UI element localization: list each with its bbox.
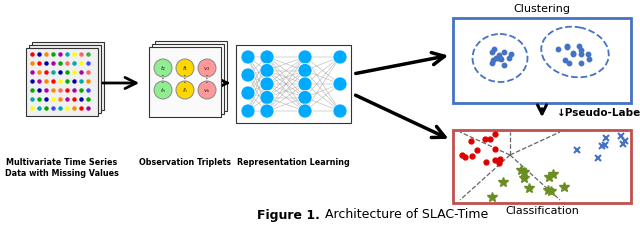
Circle shape [198,81,216,99]
Circle shape [298,64,312,77]
Text: tₙ: tₙ [161,88,166,92]
Circle shape [260,77,274,91]
Circle shape [154,81,172,99]
Text: Classification: Classification [505,206,579,216]
Circle shape [260,64,274,77]
Text: Multivariate Time Series
Data with Missing Values: Multivariate Time Series Data with Missi… [5,158,119,178]
Circle shape [154,59,172,77]
Circle shape [198,59,216,77]
Text: ⋮: ⋮ [202,74,212,84]
Circle shape [260,50,274,64]
Bar [236,45,351,123]
Bar [26,48,98,116]
Text: ⋮: ⋮ [180,74,190,84]
Bar [155,41,227,111]
Text: vₙ: vₙ [204,88,210,92]
Bar [29,45,101,113]
Circle shape [260,91,274,104]
Bar [453,130,631,203]
Bar [453,18,631,103]
Circle shape [176,81,194,99]
Circle shape [241,50,255,64]
Bar [32,42,104,110]
Circle shape [241,68,255,82]
Circle shape [241,86,255,100]
Circle shape [176,59,194,77]
Text: Observation Triplets: Observation Triplets [139,158,231,167]
Text: ↓Pseudo-Labels: ↓Pseudo-Labels [557,108,640,118]
Text: Architecture of SLAC-Time: Architecture of SLAC-Time [321,209,488,222]
Text: t₁: t₁ [161,66,166,70]
Circle shape [298,50,312,64]
Circle shape [333,77,347,91]
Text: v₁: v₁ [204,66,210,70]
Text: Representation Learning: Representation Learning [237,158,349,167]
Circle shape [298,77,312,91]
Circle shape [298,104,312,118]
Circle shape [260,104,274,118]
Circle shape [333,104,347,118]
Bar [152,44,224,114]
Bar [149,47,221,117]
Circle shape [241,104,255,118]
Circle shape [333,50,347,64]
Text: ⋮: ⋮ [158,74,168,84]
Text: Figure 1.: Figure 1. [257,209,320,222]
Text: Clustering: Clustering [513,4,570,14]
Text: f₁: f₁ [182,66,188,70]
Circle shape [298,91,312,104]
Text: fₙ: fₙ [182,88,188,92]
